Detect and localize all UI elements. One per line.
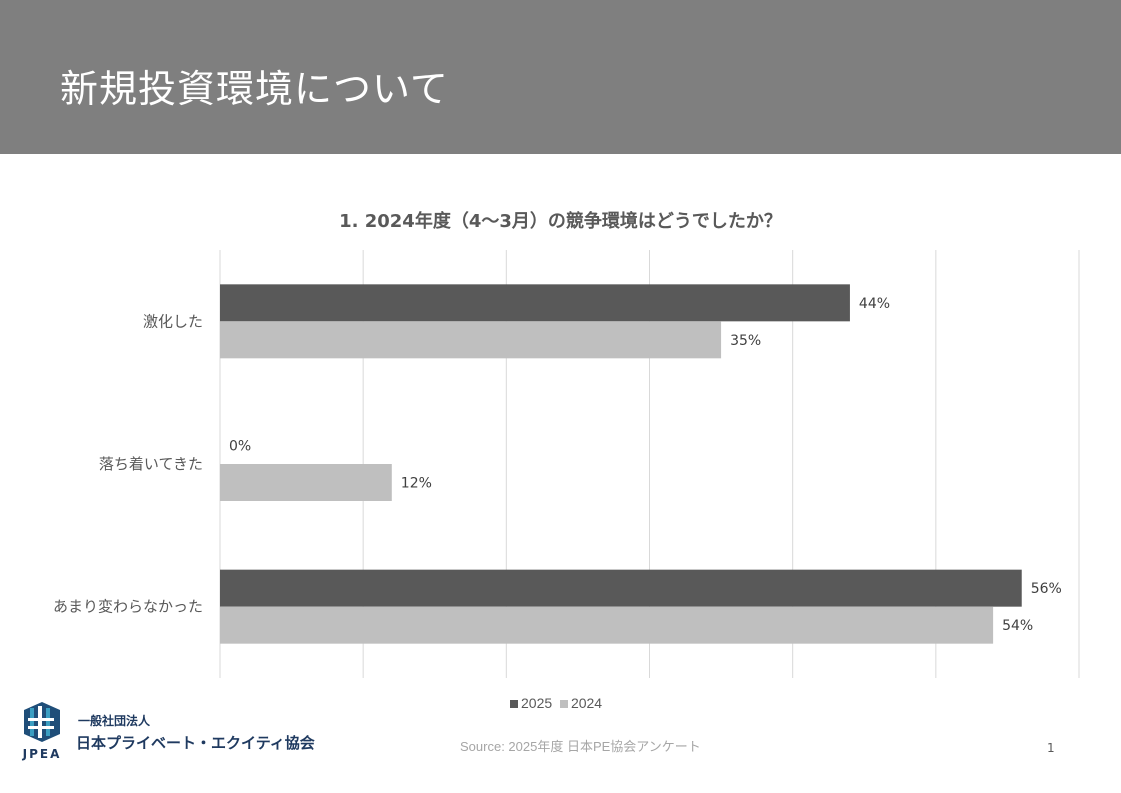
slide-title: 新規投資環境について bbox=[60, 67, 449, 111]
data-label: 56% bbox=[1031, 581, 1062, 597]
category-label: あまり変わらなかった bbox=[53, 598, 203, 616]
legend-swatch-2025 bbox=[510, 700, 518, 708]
bar-2025 bbox=[220, 569, 1022, 607]
legend-label-2024: 2024 bbox=[570, 695, 603, 711]
data-label: 44% bbox=[859, 296, 890, 312]
data-label: 54% bbox=[1002, 618, 1033, 634]
category-label: 落ち着いてきた bbox=[99, 455, 203, 473]
legend-swatch-2024 bbox=[559, 700, 568, 708]
legend-label-2025: 2025 bbox=[521, 695, 553, 711]
data-label: 35% bbox=[730, 333, 761, 349]
bar-2024 bbox=[220, 464, 392, 501]
slide-header: 新規投資環境について bbox=[0, 0, 1121, 154]
category-label: 激化した bbox=[143, 312, 203, 330]
svg-text:JPEA: JPEA bbox=[22, 747, 62, 761]
bar-2025 bbox=[220, 284, 850, 322]
chart-legend: 2025 2024 bbox=[510, 695, 602, 711]
page-number: 1 bbox=[1047, 741, 1055, 755]
bar-2024 bbox=[220, 606, 994, 644]
bar-2024 bbox=[220, 321, 722, 359]
data-label: 12% bbox=[401, 476, 432, 492]
data-label: 0% bbox=[229, 439, 251, 455]
jpea-logo: JPEA bbox=[22, 702, 62, 761]
org-line-1: 一般社団法人 bbox=[78, 714, 151, 728]
chart-title: 1. 2024年度（4〜3月）の競争環境はどうでしたか？ bbox=[339, 211, 782, 232]
org-line-2: 日本プライベート・エクイティ協会 bbox=[76, 734, 315, 752]
source-note: Source: 2025年度 日本PE協会アンケート bbox=[460, 739, 701, 754]
